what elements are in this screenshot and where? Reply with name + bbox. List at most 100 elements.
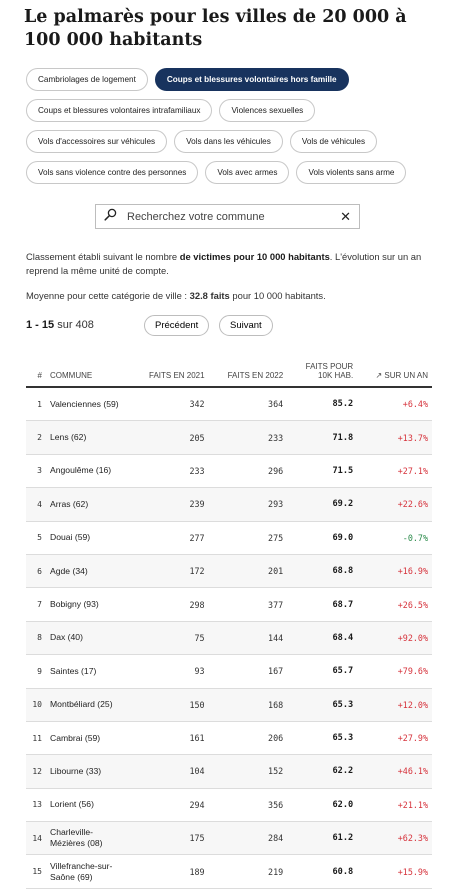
row-commune: Lorient (56) xyxy=(46,788,130,823)
row-change: +15.9% xyxy=(357,854,432,889)
row-commune: Dax (40) xyxy=(46,621,130,656)
row-facts-2022: 219 xyxy=(208,854,288,889)
row-commune: Bobigny (93) xyxy=(46,587,130,622)
close-icon[interactable]: ✕ xyxy=(340,208,351,224)
row-rank: 12 xyxy=(26,754,46,789)
row-rank: 4 xyxy=(26,487,46,522)
category-average: Moyenne pour cette catégorie de ville : … xyxy=(26,290,436,301)
table-row: 7 Bobigny (93) 298 377 68.7 +26.5% xyxy=(26,587,432,622)
ranking-table: # COMMUNE FAITS EN 2021 FAITS EN 2022 FA… xyxy=(26,348,432,889)
filter-chip[interactable]: Violences sexuelles xyxy=(219,99,316,122)
table-row: 6 Agde (34) 172 201 68.8 +16.9% xyxy=(26,554,432,589)
row-facts-2021: 342 xyxy=(130,387,209,422)
row-rate: 60.8 xyxy=(287,854,358,889)
table-row: 14 Charleville-Mézières (08) 175 284 61.2 +62… xyxy=(26,821,432,856)
row-rate: 71.8 xyxy=(287,420,358,455)
row-commune: Arras (62) xyxy=(46,487,130,522)
table-row: 10 Montbéliard (25) 150 168 65.3 +12.0% xyxy=(26,688,432,722)
row-rank: 11 xyxy=(26,721,46,756)
row-facts-2022: 275 xyxy=(208,521,288,555)
average-suffix: pour 10 000 habitants. xyxy=(229,290,326,301)
header-change[interactable]: ↗ SUR UN AN xyxy=(357,348,432,388)
row-facts-2022: 152 xyxy=(208,754,288,789)
row-commune: Cambrai (59) xyxy=(46,721,130,756)
row-facts-2021: 104 xyxy=(130,754,209,789)
row-change: +46.1% xyxy=(357,754,432,789)
filter-chip[interactable]: Vols avec armes xyxy=(205,161,290,184)
description-text-1: Classement établi suivant le nombre xyxy=(26,251,180,262)
row-rate: 69.2 xyxy=(287,487,358,522)
row-rank: 5 xyxy=(26,521,46,555)
row-facts-2021: 294 xyxy=(130,788,209,823)
table-row: 9 Saintes (17) 93 167 65.7 +79.6% xyxy=(26,654,432,689)
filter-chip[interactable]: Vols dans les véhicules xyxy=(174,130,283,153)
row-facts-2022: 377 xyxy=(208,587,288,622)
row-rank: 9 xyxy=(26,654,46,689)
row-change: +62.3% xyxy=(357,821,432,856)
row-rank: 14 xyxy=(26,821,46,856)
table-row: 8 Dax (40) 75 144 68.4 +92.0% xyxy=(26,621,432,656)
row-rank: 3 xyxy=(26,454,46,489)
row-change: +27.1% xyxy=(357,454,432,489)
row-rate: 62.2 xyxy=(287,754,358,789)
filter-chip[interactable]: Vols sans violence contre des personnes xyxy=(26,161,199,184)
row-rate: 61.2 xyxy=(287,821,358,856)
row-facts-2022: 296 xyxy=(208,454,288,489)
row-facts-2022: 167 xyxy=(208,654,288,689)
pagination-range: 1 - 15 sur 408 xyxy=(26,319,94,331)
header-facts-2021[interactable]: FAITS EN 2021 xyxy=(130,348,209,388)
row-facts-2021: 172 xyxy=(130,554,209,589)
filter-chip[interactable]: Cambriolages de logement xyxy=(26,68,148,91)
filter-chip[interactable]: Vols violents sans arme xyxy=(296,161,407,184)
row-facts-2021: 175 xyxy=(130,821,209,856)
table-row: 5 Douai (59) 277 275 69.0 -0.7% xyxy=(26,521,432,555)
row-commune: Douai (59) xyxy=(46,521,130,555)
row-facts-2022: 144 xyxy=(208,621,288,656)
row-change: +13.7% xyxy=(357,420,432,455)
row-facts-2022: 293 xyxy=(208,487,288,522)
pagination: 1 - 15 sur 408 Précédent Suivant xyxy=(26,315,326,337)
table-header-row: # COMMUNE FAITS EN 2021 FAITS EN 2022 FA… xyxy=(26,348,432,388)
table-row: 12 Libourne (33) 104 152 62.2 +46.1% xyxy=(26,754,432,789)
magnifier-icon xyxy=(104,208,117,226)
row-facts-2021: 161 xyxy=(130,721,209,756)
row-facts-2021: 205 xyxy=(130,420,209,455)
filter-chip[interactable]: Coups et blessures volontaires hors fami… xyxy=(154,68,349,91)
previous-page-button[interactable]: Précédent xyxy=(144,315,210,336)
table-row: 11 Cambrai (59) 161 206 65.3 +27.9% xyxy=(26,721,432,756)
row-rank: 8 xyxy=(26,621,46,656)
row-facts-2021: 75 xyxy=(130,621,209,656)
filter-chip[interactable]: Coups et blessures volontaires intrafami… xyxy=(26,99,213,122)
table-row: 13 Lorient (56) 294 356 62.0 +21.1% xyxy=(26,788,432,823)
row-facts-2022: 233 xyxy=(208,420,288,455)
row-commune: Montbéliard (25) xyxy=(46,688,130,722)
filter-chip[interactable]: Vols d'accessoires sur véhicules xyxy=(26,130,168,153)
row-rate: 68.7 xyxy=(287,587,358,622)
average-prefix: Moyenne pour cette catégorie de ville : xyxy=(26,290,190,301)
row-change: +26.5% xyxy=(357,587,432,622)
page-title: Le palmarès pour les villes de 20 000 à … xyxy=(24,7,407,50)
row-change: +27.9% xyxy=(357,721,432,756)
row-rate: 65.3 xyxy=(287,721,358,756)
header-facts-2022[interactable]: FAITS EN 2022 xyxy=(208,348,288,388)
row-rate: 69.0 xyxy=(287,521,358,555)
row-facts-2021: 239 xyxy=(130,487,209,522)
header-rate[interactable]: FAITS POUR 10K HAB. xyxy=(287,348,358,388)
row-commune: Libourne (33) xyxy=(46,754,130,789)
table-row: 3 Angoulême (16) 233 296 71.5 +27.1% xyxy=(26,454,432,489)
next-page-button[interactable]: Suivant xyxy=(219,315,273,336)
description-text-2: . L'évolution sur un an reprend la même … xyxy=(26,251,422,276)
row-rate: 68.8 xyxy=(287,554,358,589)
row-facts-2022: 356 xyxy=(208,788,288,823)
filter-chip[interactable]: Vols de véhicules xyxy=(289,130,378,153)
commune-search-input[interactable] xyxy=(125,209,341,224)
row-change: +92.0% xyxy=(357,621,432,656)
average-value: 32.8 faits xyxy=(189,290,230,301)
table-row: 4 Arras (62) 239 293 69.2 +22.6% xyxy=(26,487,432,522)
header-commune[interactable]: COMMUNE xyxy=(46,348,130,388)
row-facts-2022: 364 xyxy=(208,387,288,422)
header-rank: # xyxy=(26,348,46,388)
row-rank: 7 xyxy=(26,587,46,622)
row-rate: 65.7 xyxy=(287,654,358,689)
row-rate: 85.2 xyxy=(287,387,358,422)
